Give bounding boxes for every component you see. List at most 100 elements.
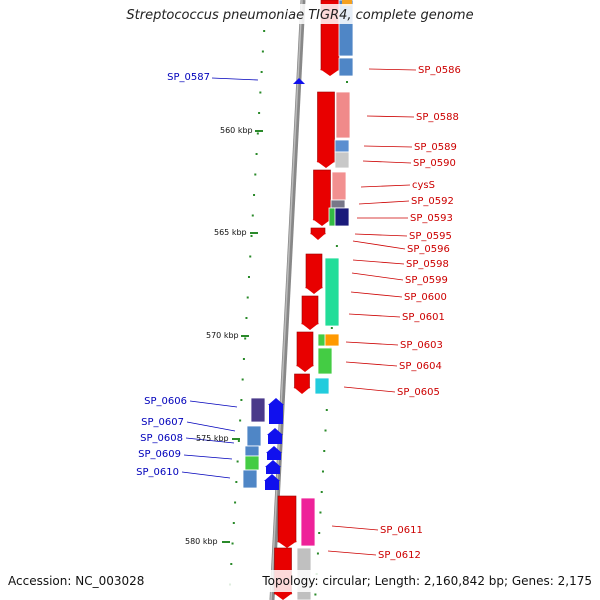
gene-label-SP_0587[interactable]: SP_0587 [167, 72, 210, 83]
annotation-block [334, 151, 350, 169]
annotation-block [335, 91, 351, 139]
tick-dot [246, 296, 249, 299]
leader-line [183, 454, 233, 460]
tick-dot [235, 481, 238, 483]
tick-dot [335, 245, 338, 247]
reverse-gene-labels: SP_0587 SP_0606 SP_0607 SP_0608 SP_0609 … [136, 72, 210, 478]
reverse-annotation-block [244, 455, 260, 471]
forward-gene-arrowhead [310, 233, 326, 240]
gene-label-SP_0601[interactable]: SP_0601 [402, 312, 445, 323]
gene-label-SP_0590[interactable]: SP_0590 [413, 158, 456, 169]
tick-dot [323, 450, 326, 452]
gene-label-SP_0589[interactable]: SP_0589 [414, 142, 457, 153]
gene-label-SP_0605[interactable]: SP_0605 [397, 387, 440, 398]
tick-dot [346, 81, 349, 83]
gene-label-SP_0600[interactable]: SP_0600 [404, 292, 447, 303]
tick-dot [241, 378, 244, 381]
gene-label-SP_0592[interactable]: SP_0592 [411, 196, 454, 207]
forward-gene-arrowhead [316, 161, 336, 168]
gene-label-SP_0609[interactable]: SP_0609 [138, 449, 181, 460]
forward-gene-arrowhead [305, 287, 323, 294]
forward-gene-arrowhead [293, 387, 311, 394]
gene-label-SP_0599[interactable]: SP_0599 [405, 275, 448, 286]
annotation-block [338, 57, 354, 77]
tick-dot [244, 337, 247, 340]
gene-label-SP_0595[interactable]: SP_0595 [409, 231, 452, 242]
forward-gene-arrowhead [273, 593, 293, 600]
reverse-gene-arrow [264, 474, 280, 490]
forward-gene-arrow [313, 169, 331, 221]
gene-label-SP_0598[interactable]: SP_0598 [406, 259, 449, 270]
tick-dot [251, 214, 254, 217]
tick-dot [234, 501, 237, 504]
tick-dot [263, 30, 266, 32]
tick-dot [325, 409, 328, 411]
tick-dot [256, 132, 259, 135]
forward-gene-arrow [294, 373, 310, 389]
tick-dot [249, 255, 252, 258]
leader-line [354, 233, 408, 237]
annotation-block [314, 377, 330, 395]
tick-dot [242, 358, 245, 360]
tick-dot [236, 460, 239, 463]
reverse-annotation-block [242, 469, 258, 489]
reverse-gene-arrow [265, 460, 281, 474]
leader-line [360, 184, 411, 188]
gene-label-SP_0593[interactable]: SP_0593 [410, 213, 453, 224]
annotation-block [300, 497, 316, 547]
tick-dot [320, 491, 323, 493]
tick-dot [261, 50, 264, 53]
annotation-block [342, 0, 352, 6]
tick-dot [324, 429, 327, 432]
tick-dot [253, 194, 256, 196]
forward-gene-arrow [305, 253, 323, 289]
leader-line [351, 272, 404, 281]
tick-dot [250, 235, 253, 237]
label-leader-lines [181, 68, 417, 556]
gene-label-SP_0586[interactable]: SP_0586 [418, 65, 461, 76]
forward-gene-arrow [277, 495, 297, 543]
gene-label-SP_0610[interactable]: SP_0610 [136, 467, 179, 478]
tick-dot [330, 327, 333, 329]
topology-text: Topology: circular; Length: 2,160,842 bp… [261, 574, 592, 588]
reverse-annotation-block [250, 397, 266, 423]
tick-dot [259, 91, 262, 94]
gene-label-SP_0603[interactable]: SP_0603 [400, 340, 443, 351]
tick-dot [239, 419, 242, 422]
genome-backbone [269, 0, 306, 600]
gene-label-SP_0606[interactable]: SP_0606 [144, 396, 187, 407]
forward-gene-arrowhead [301, 323, 319, 330]
gene-label-SP_0588[interactable]: SP_0588 [416, 112, 459, 123]
leader-line [352, 240, 406, 250]
forward-gene-arrowhead [312, 219, 332, 226]
forward-gene-arrowhead [296, 365, 314, 372]
forward-gene-arrow [301, 295, 319, 325]
kbp-label: 570 kbp [206, 331, 239, 340]
kbp-label: 560 kbp [220, 126, 253, 135]
gene-label-SP_0611[interactable]: SP_0611 [380, 525, 423, 536]
reverse-strand-arrows [242, 397, 284, 490]
forward-gene-arrowhead [277, 541, 297, 548]
gene-label-SP_0604[interactable]: SP_0604 [399, 361, 442, 372]
major-tick [255, 130, 263, 132]
tick-dot [319, 511, 322, 514]
gene-label-SP_0608[interactable]: SP_0608 [140, 433, 183, 444]
tick-dot [247, 276, 250, 278]
reverse-annotation-block [244, 445, 260, 457]
accession-text: Accession: NC_003028 [8, 574, 144, 588]
leader-line [363, 145, 413, 148]
gene-label-SP_0612[interactable]: SP_0612 [378, 550, 421, 561]
leader-line [331, 525, 379, 531]
reverse-gene-arrow [267, 428, 283, 444]
leader-line [366, 115, 415, 118]
gene-label-cysS[interactable]: cysS [412, 180, 435, 191]
gene-label-SP_0596[interactable]: SP_0596 [407, 244, 450, 255]
leader-line [358, 200, 410, 205]
leader-line [352, 259, 405, 265]
annotation-block [331, 171, 347, 201]
forward-gene-arrow [317, 91, 335, 163]
major-tick [250, 232, 258, 234]
gene-label-SP_0607[interactable]: SP_0607 [141, 417, 184, 428]
annotation-block [324, 257, 340, 327]
